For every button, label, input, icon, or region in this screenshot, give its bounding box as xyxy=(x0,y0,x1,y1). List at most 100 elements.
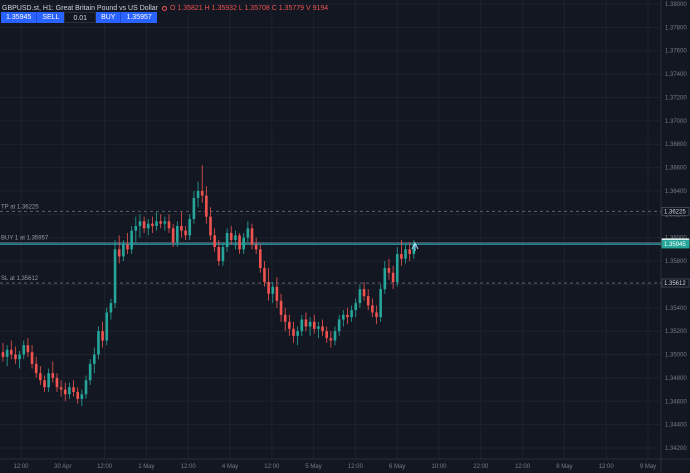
candle-body xyxy=(225,233,229,248)
candle-body xyxy=(167,221,171,229)
price-badge-box xyxy=(661,239,690,249)
x-tick-label: 12:00 xyxy=(181,464,197,470)
time-axis[interactable]: 12:00 30 Apr 12:00 1 May 12:00 4 May 12:00 5 Ma… xyxy=(13,464,656,470)
candle-body xyxy=(192,197,196,219)
y-tick-label: 1.34600 xyxy=(665,399,687,405)
candle-body xyxy=(188,218,192,236)
candle-body xyxy=(337,319,341,332)
x-tick-label: 12:00 xyxy=(515,464,531,470)
candle-body xyxy=(250,228,254,245)
x-tick-label: 12:00 xyxy=(264,464,280,470)
candle-body xyxy=(163,221,167,224)
price-axis[interactable]: 1.38000 1.37800 1.37600 1.37400 1.37200 1.370… xyxy=(665,2,687,452)
candle-body xyxy=(404,249,407,259)
y-tick-label: 1.38000 xyxy=(665,2,687,8)
candle-body xyxy=(134,226,138,231)
candle-body xyxy=(84,380,88,395)
candle-body xyxy=(113,249,117,304)
status-dot-icon xyxy=(162,5,167,11)
candle-body xyxy=(209,216,212,236)
x-tick-label: 30 Apr xyxy=(54,464,71,470)
candle-body xyxy=(142,221,146,229)
candle-body xyxy=(317,326,320,329)
candle-body xyxy=(267,282,270,294)
price-badge-label: 1.35612 xyxy=(664,281,686,287)
y-tick-label: 1.35000 xyxy=(665,353,687,359)
x-tick-label: 8 May xyxy=(556,464,572,470)
x-tick-label: 12:00 xyxy=(599,464,615,470)
x-tick-label: 12:00 xyxy=(348,464,364,470)
candle-body xyxy=(30,352,34,364)
order-levels: TP at 1.36225 BUY 1 at 1.35957 SL at 1.356… xyxy=(0,204,661,284)
symbol-header: GBPUSD.st, H1: Great Britain Pound vs US… xyxy=(2,2,328,14)
order-marker-icon xyxy=(411,241,419,251)
y-tick-label: 1.34800 xyxy=(665,376,687,382)
x-tick-label: 1 May xyxy=(138,464,154,470)
candle-body xyxy=(126,244,129,250)
y-tick-label: 1.37600 xyxy=(665,49,687,55)
y-tick-label: 1.36800 xyxy=(665,142,687,148)
lot-size-input[interactable]: 0.01 xyxy=(64,12,97,23)
symbol-title: GBPUSD.st, H1: Great Britain Pound vs US… xyxy=(2,4,158,12)
x-tick-label: 12:00 xyxy=(13,464,29,470)
x-tick-label: 6 May xyxy=(389,464,405,470)
candle-body xyxy=(217,247,221,262)
y-tick-label: 1.37800 xyxy=(665,25,687,31)
candle-body xyxy=(14,354,17,360)
candle-body xyxy=(43,380,46,388)
one-click-trading-panel: 1.35945 SELL 0.01 BUY 1.35957 xyxy=(1,12,157,23)
candle-body xyxy=(412,243,416,255)
candle-body xyxy=(200,190,204,196)
candle-body xyxy=(229,233,233,241)
candles xyxy=(1,165,416,406)
candle-body xyxy=(288,321,291,329)
sell-button[interactable]: SELL xyxy=(36,12,65,23)
candle-body xyxy=(88,363,92,381)
candle-body xyxy=(342,314,345,320)
buy-price[interactable]: 1.35957 xyxy=(120,12,157,23)
buy-button[interactable]: BUY xyxy=(96,12,121,23)
price-badge-box xyxy=(661,278,690,288)
candle-body xyxy=(171,228,175,243)
candle-body xyxy=(283,314,287,322)
candle-body xyxy=(213,235,216,248)
candle-body xyxy=(354,303,358,311)
y-tick-label: 1.35800 xyxy=(665,259,687,265)
candle-body xyxy=(39,373,42,381)
candle-body xyxy=(296,331,299,336)
candle-body xyxy=(55,377,59,388)
candle-body xyxy=(109,303,113,313)
x-tick-label: 9 May xyxy=(640,464,656,470)
candle-body xyxy=(10,349,13,355)
candle-body xyxy=(105,312,109,341)
candle-body xyxy=(333,331,337,341)
candle-body xyxy=(408,249,411,255)
candle-body xyxy=(176,226,179,243)
candle-body xyxy=(346,314,349,318)
y-tick-label: 1.34400 xyxy=(665,423,687,429)
candle-body xyxy=(80,394,84,399)
candle-body xyxy=(292,328,295,336)
candle-body xyxy=(138,221,142,226)
chart-grid xyxy=(0,0,661,459)
candle-body xyxy=(51,373,55,378)
sell-price[interactable]: 1.35945 xyxy=(1,12,37,23)
candle-body xyxy=(271,286,275,294)
candle-body xyxy=(321,326,324,332)
candle-body xyxy=(117,249,121,257)
x-tick-label: 4 May xyxy=(222,464,238,470)
candle-body xyxy=(130,230,133,250)
price-badge-label: 1.35945 xyxy=(664,242,686,248)
candle-body xyxy=(375,312,378,318)
x-tick-label: 10:00 xyxy=(431,464,447,470)
candle-body xyxy=(304,319,308,327)
candle-body xyxy=(379,289,382,318)
candle-body xyxy=(275,286,279,301)
candle-body xyxy=(68,387,71,395)
price-badge-label: 1.36225 xyxy=(664,209,686,215)
y-tick-label: 1.36400 xyxy=(665,189,687,195)
y-tick-label: 1.36600 xyxy=(665,166,687,172)
y-tick-label: 1.35400 xyxy=(665,306,687,312)
